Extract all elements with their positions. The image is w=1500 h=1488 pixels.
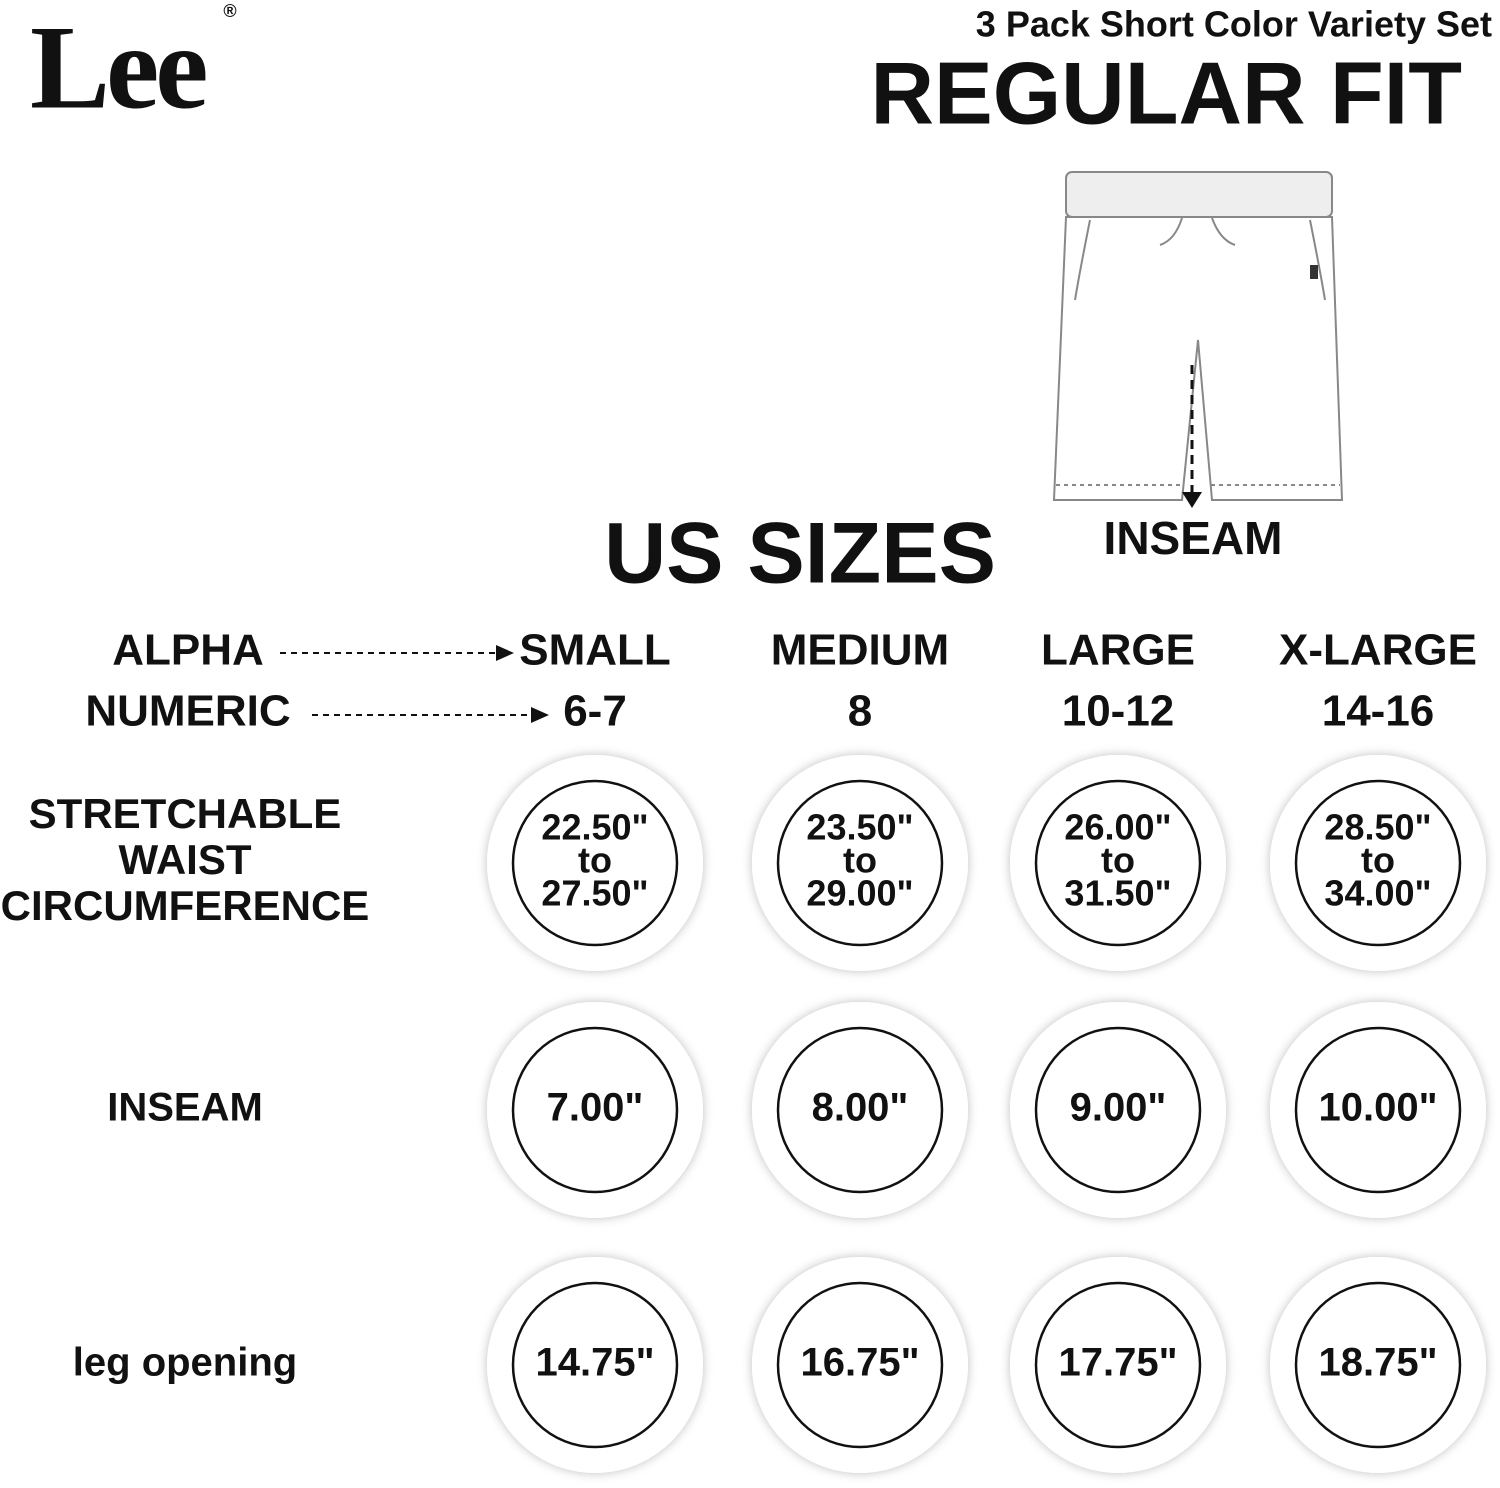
cell-value: to	[1361, 840, 1395, 881]
size-grid: SMALL 6-7 MEDIUM 8 LARGE 10-12 X-LARGE 14-16 STR…	[1, 626, 1486, 1473]
cell-value: 23.50"	[806, 807, 913, 848]
cell-value: 7.00"	[547, 1086, 644, 1130]
numeric-size: 10-12	[1062, 687, 1175, 736]
inner-circle	[511, 779, 679, 947]
row-label: WAIST	[119, 836, 252, 883]
title: REGULAR FIT	[870, 43, 1462, 142]
cell-value: 17.75"	[1058, 1341, 1177, 1385]
inner-circle	[1034, 1281, 1202, 1449]
alpha-size: LARGE	[1041, 626, 1195, 675]
cell-value: 8.00"	[812, 1086, 909, 1130]
cell-value: 34.00"	[1324, 873, 1431, 914]
cell-value: 18.75"	[1318, 1341, 1437, 1385]
alpha-size: SMALL	[519, 626, 671, 675]
alpha-label: ALPHA	[112, 626, 264, 675]
alpha-size: MEDIUM	[771, 626, 949, 675]
inner-circle	[511, 1026, 679, 1194]
row-label: INSEAM	[107, 1086, 263, 1130]
alpha-size: X-LARGE	[1279, 626, 1477, 675]
inner-circle	[776, 1026, 944, 1194]
cell-value: 26.00"	[1064, 807, 1171, 848]
numeric-size: 8	[848, 687, 872, 736]
numeric-label: NUMERIC	[85, 687, 290, 736]
arrows	[280, 645, 549, 723]
inner-circle	[1034, 1026, 1202, 1194]
cell-value: 22.50"	[541, 807, 648, 848]
row-label: leg opening	[73, 1341, 297, 1385]
cell-value: 31.50"	[1064, 873, 1171, 914]
inner-circle	[776, 779, 944, 947]
numeric-size: 14-16	[1322, 687, 1435, 736]
subtitle: 3 Pack Short Color Variety Set	[976, 4, 1492, 45]
inner-circle	[511, 1281, 679, 1449]
numeric-size: 6-7	[563, 687, 627, 736]
inner-circle	[776, 1281, 944, 1449]
cell-value: 29.00"	[806, 873, 913, 914]
illustration-label: INSEAM	[1104, 512, 1283, 564]
cell-value: 14.75"	[535, 1341, 654, 1385]
inner-circle	[1294, 1026, 1462, 1194]
cell-value: 10.00"	[1318, 1086, 1437, 1130]
cell-value: to	[1101, 840, 1135, 881]
cell-value: 16.75"	[800, 1341, 919, 1385]
brand-logo: Lee	[30, 1, 206, 134]
inner-circle	[1294, 1281, 1462, 1449]
cell-value: 27.50"	[541, 873, 648, 914]
shorts-illustration	[1052, 171, 1344, 508]
row-label: CIRCUMFERENCE	[1, 882, 370, 929]
cell-value: 28.50"	[1324, 807, 1431, 848]
cell-value: 9.00"	[1070, 1086, 1167, 1130]
inner-circle	[1294, 779, 1462, 947]
section-title: US SIZES	[604, 506, 996, 602]
row-label: STRETCHABLE	[29, 790, 342, 837]
inner-circle	[1034, 779, 1202, 947]
cell-value: to	[578, 840, 612, 881]
cell-value: to	[843, 840, 877, 881]
registered-mark: ®	[223, 1, 236, 21]
